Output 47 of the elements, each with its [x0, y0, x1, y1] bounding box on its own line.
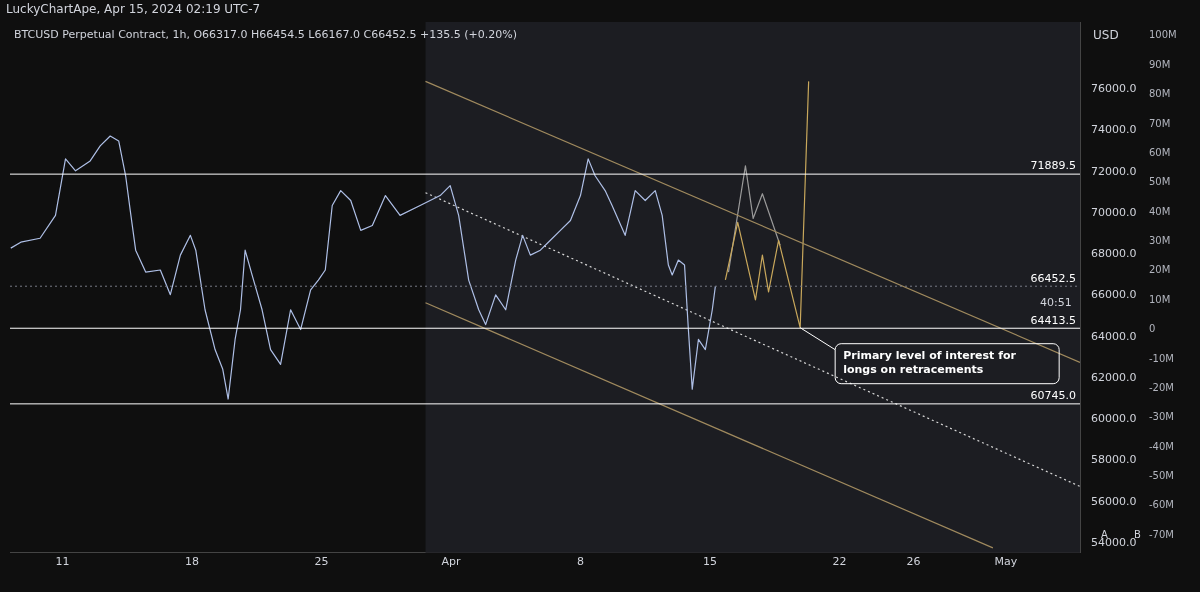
- x-tick-label: 25: [314, 555, 329, 569]
- y-tick-label: 64000.0: [1091, 329, 1137, 343]
- x-tick-label: 8: [576, 555, 584, 569]
- y-tick-label: 66000.0: [1091, 288, 1137, 302]
- y-tick-label: 72000.0: [1091, 164, 1137, 178]
- y2-tick-label: 70M: [1149, 117, 1171, 129]
- y2-tick-label: 40M: [1149, 205, 1171, 217]
- y2-tick-label: 20M: [1149, 264, 1171, 276]
- y2-tick-label: 90M: [1149, 58, 1171, 70]
- x-tick-label: 15: [702, 555, 717, 569]
- y-tick-label: 68000.0: [1091, 247, 1137, 261]
- y-tick-label: 76000.0: [1091, 82, 1137, 96]
- ref-line-label: 66452.5: [1030, 271, 1076, 285]
- text: LuckyChartApe, Apr 15, 2024 02:19 UTC-7: [6, 2, 261, 16]
- y2-tick-label: -50M: [1149, 470, 1174, 482]
- x-tick-label: 11: [55, 555, 70, 569]
- ref-line-label: 60745.0: [1030, 389, 1076, 403]
- y-tick-label: 60000.0: [1091, 412, 1137, 426]
- x-tick-label: May: [994, 555, 1018, 569]
- y2-tick-label: -70M: [1149, 528, 1174, 540]
- annotation: 40:51: [1040, 296, 1072, 309]
- y-tick-label: 62000.0: [1091, 370, 1137, 384]
- y-tick-label: 56000.0: [1091, 494, 1137, 508]
- y2-tick-label: 60M: [1149, 146, 1171, 158]
- y2-tick-label: 0: [1149, 323, 1156, 335]
- x-tick-label: 18: [184, 555, 199, 569]
- x-tick-label: Apr: [441, 555, 461, 569]
- y2-tick-label: 100M: [1149, 29, 1177, 41]
- text: BTCUSD Perpetual Contract, 1h, O66317.0 H66454.5 L66167.0 C66452.5 +135.5 (+0.20%): [14, 28, 518, 41]
- y2-tick-label: -30M: [1149, 411, 1174, 423]
- annotation: Primary level of interest for longs on retracements: [843, 349, 1017, 377]
- y2-tick-label: -20M: [1149, 381, 1174, 393]
- y-tick-label: 58000.0: [1091, 453, 1137, 467]
- y2-tick-label: -10M: [1149, 352, 1174, 364]
- x-tick-label: 26: [906, 555, 921, 569]
- y2-tick-label: 50M: [1149, 176, 1171, 188]
- ref-line-label: 71889.5: [1030, 159, 1076, 173]
- y-tick-label: 70000.0: [1091, 205, 1137, 219]
- ref-line-label: 64413.5: [1030, 313, 1076, 327]
- y2-tick-label: 30M: [1149, 235, 1171, 247]
- y2-tick-label: 80M: [1149, 88, 1171, 100]
- y-tick-label: 74000.0: [1091, 123, 1137, 137]
- y2-tick-label: -60M: [1149, 499, 1174, 511]
- text: USD: [1093, 28, 1119, 42]
- x-tick-label: 22: [832, 555, 847, 569]
- y2-tick-label: -40M: [1149, 440, 1174, 452]
- y2-tick-label: 10M: [1149, 293, 1171, 305]
